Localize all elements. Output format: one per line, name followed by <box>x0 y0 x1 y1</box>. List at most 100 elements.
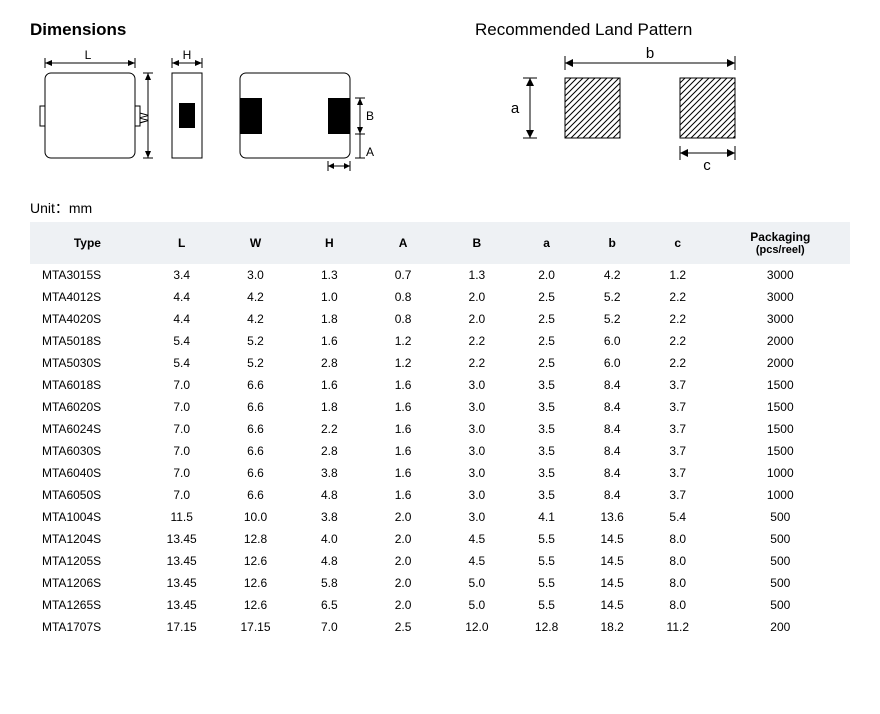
table-cell: 5.5 <box>514 550 580 572</box>
table-cell: 18.2 <box>579 616 645 638</box>
table-cell: 5.5 <box>514 594 580 616</box>
table-cell: 13.45 <box>145 594 219 616</box>
table-cell: 1500 <box>711 374 850 396</box>
label-c: c <box>703 157 711 174</box>
table-cell: 5.5 <box>514 528 580 550</box>
table-cell: 7.0 <box>145 440 219 462</box>
diagrams-row: L W <box>30 48 850 178</box>
table-cell: 6.6 <box>219 440 293 462</box>
table-col-header: b <box>579 222 645 264</box>
table-cell: MTA4012S <box>30 286 145 308</box>
table-cell: 4.2 <box>219 308 293 330</box>
table-cell: 7.0 <box>145 374 219 396</box>
table-cell: MTA6024S <box>30 418 145 440</box>
label-b: b <box>646 45 654 62</box>
table-cell: 1.3 <box>292 264 366 286</box>
table-cell: 4.5 <box>440 550 514 572</box>
table-row: MTA6040S7.06.63.81.63.03.58.43.71000 <box>30 462 850 484</box>
table-cell: 3.5 <box>514 396 580 418</box>
table-cell: MTA6020S <box>30 396 145 418</box>
table-cell: 7.0 <box>292 616 366 638</box>
table-cell: 17.15 <box>219 616 293 638</box>
table-cell: 2.2 <box>645 330 711 352</box>
table-col-header-packaging: Packaging(pcs/reel) <box>711 222 850 264</box>
table-cell: 8.4 <box>579 396 645 418</box>
table-row: MTA1004S11.510.03.82.03.04.113.65.4500 <box>30 506 850 528</box>
table-col-header: L <box>145 222 219 264</box>
table-cell: 14.5 <box>579 528 645 550</box>
unit-label: Unit：mm <box>30 198 850 218</box>
table-cell: 3.0 <box>440 374 514 396</box>
table-cell: 3.5 <box>514 374 580 396</box>
table-cell: 1.6 <box>366 484 440 506</box>
table-cell: 1.6 <box>366 396 440 418</box>
table-cell: 1.8 <box>292 308 366 330</box>
table-cell: 8.4 <box>579 418 645 440</box>
table-cell: 3000 <box>711 264 850 286</box>
table-cell: 3.7 <box>645 484 711 506</box>
table-cell: MTA1204S <box>30 528 145 550</box>
table-cell: 1500 <box>711 396 850 418</box>
table-cell: 3000 <box>711 286 850 308</box>
table-cell: 3.5 <box>514 462 580 484</box>
table-cell: 5.0 <box>440 572 514 594</box>
dimensions-title: Dimensions <box>30 20 475 40</box>
table-cell: 500 <box>711 528 850 550</box>
table-row: MTA6050S7.06.64.81.63.03.58.43.71000 <box>30 484 850 506</box>
table-cell: 3.4 <box>145 264 219 286</box>
label-a: a <box>511 100 520 117</box>
table-col-header: H <box>292 222 366 264</box>
table-cell: 0.7 <box>366 264 440 286</box>
table-cell: MTA5018S <box>30 330 145 352</box>
table-col-header: W <box>219 222 293 264</box>
table-row: MTA3015S3.43.01.30.71.32.04.21.23000 <box>30 264 850 286</box>
table-cell: 2000 <box>711 352 850 374</box>
table-cell: 6.6 <box>219 374 293 396</box>
table-cell: 5.0 <box>440 594 514 616</box>
table-cell: 6.5 <box>292 594 366 616</box>
table-cell: 8.0 <box>645 594 711 616</box>
table-cell: 8.0 <box>645 528 711 550</box>
table-cell: MTA6040S <box>30 462 145 484</box>
table-cell: MTA5030S <box>30 352 145 374</box>
table-cell: 3.5 <box>514 440 580 462</box>
table-cell: MTA6018S <box>30 374 145 396</box>
side-view-diagram: H <box>160 48 220 178</box>
table-cell: 1000 <box>711 484 850 506</box>
table-cell: 1.6 <box>292 330 366 352</box>
table-cell: 3.7 <box>645 374 711 396</box>
table-cell: 5.5 <box>514 572 580 594</box>
table-cell: 0.8 <box>366 308 440 330</box>
table-row: MTA6020S7.06.61.81.63.03.58.43.71500 <box>30 396 850 418</box>
table-cell: 1.2 <box>645 264 711 286</box>
table-cell: 2.5 <box>366 616 440 638</box>
table-cell: 3.0 <box>440 506 514 528</box>
table-col-header: Type <box>30 222 145 264</box>
table-row: MTA4020S4.44.21.80.82.02.55.22.23000 <box>30 308 850 330</box>
table-cell: 1.0 <box>292 286 366 308</box>
table-cell: 2.0 <box>366 528 440 550</box>
table-cell: 5.2 <box>219 352 293 374</box>
table-cell: MTA1205S <box>30 550 145 572</box>
table-cell: 2.5 <box>514 286 580 308</box>
table-cell: 4.4 <box>145 286 219 308</box>
table-row: MTA6018S7.06.61.61.63.03.58.43.71500 <box>30 374 850 396</box>
table-cell: 3.8 <box>292 506 366 528</box>
table-cell: 1.6 <box>292 374 366 396</box>
table-cell: 6.0 <box>579 352 645 374</box>
dimension-diagrams: L W <box>30 48 475 178</box>
table-cell: 3000 <box>711 308 850 330</box>
table-cell: 3.5 <box>514 484 580 506</box>
table-cell: 1500 <box>711 440 850 462</box>
table-cell: 12.6 <box>219 550 293 572</box>
table-cell: 2.0 <box>514 264 580 286</box>
table-cell: 1.3 <box>440 264 514 286</box>
table-cell: 2.2 <box>292 418 366 440</box>
table-cell: 8.4 <box>579 484 645 506</box>
table-cell: 2.0 <box>440 286 514 308</box>
table-col-header: A <box>366 222 440 264</box>
table-cell: 5.4 <box>145 352 219 374</box>
table-cell: 0.8 <box>366 286 440 308</box>
label-L: L <box>85 48 92 62</box>
label-H: H <box>183 48 192 62</box>
